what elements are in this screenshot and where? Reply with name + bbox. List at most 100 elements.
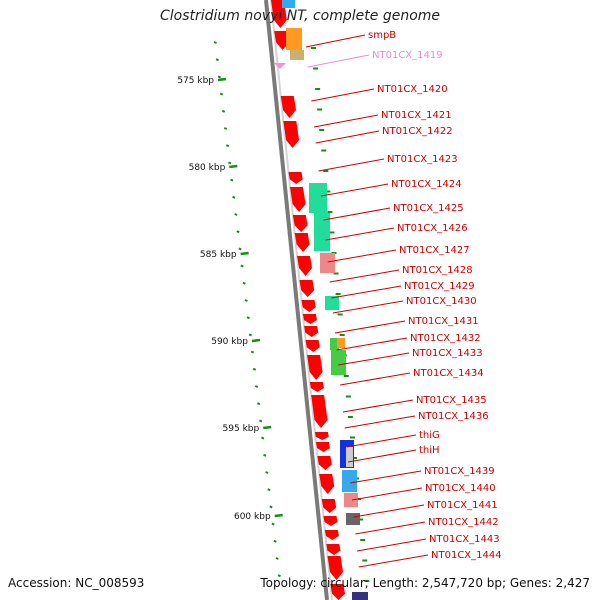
gene-label: NT01CX_1429 (404, 281, 475, 292)
scale-tick (242, 281, 246, 285)
scale-tick (234, 213, 238, 216)
gene-label: smpB (368, 30, 396, 41)
label-leader-line (344, 415, 416, 429)
scale-label: 575 kbp (177, 76, 214, 86)
cds-arrow (294, 233, 310, 252)
cds-arrow (290, 187, 306, 212)
scale-tick (273, 539, 277, 543)
scale-major-tick (229, 164, 238, 169)
cog-box (331, 350, 346, 375)
cds-arrow (297, 256, 313, 276)
label-leader-line (355, 521, 426, 535)
scale-label: 595 kbp (223, 424, 260, 434)
cog-box (282, 0, 295, 8)
label-leader-line (329, 269, 400, 283)
cds-arrow (321, 499, 337, 513)
label-leader-line (313, 114, 379, 128)
accession-text: Accession: NC_008593 (8, 576, 145, 590)
label-leader-line (346, 434, 417, 448)
cds-arrow (327, 556, 343, 580)
gene-label: NT01CX_1440 (425, 483, 496, 494)
scale-tick (256, 402, 261, 406)
scale-tick (254, 385, 259, 388)
label-leader-line (347, 449, 417, 463)
cds-arrow (288, 172, 303, 184)
map-title: Clostridium novyi NT, complete genome (159, 8, 441, 24)
gene-label: NT01CX_1431 (408, 316, 479, 327)
label-leader-line (320, 183, 389, 197)
label-leader-line (353, 504, 425, 518)
scale-tick (277, 574, 281, 578)
scale-major-tick (217, 77, 227, 82)
cds-arrow (324, 530, 339, 540)
cds-arrow (315, 442, 330, 452)
scale-tick (230, 178, 234, 182)
label-leader-line (350, 470, 422, 484)
scale-tick (244, 299, 248, 302)
label-leader-line (340, 372, 411, 386)
genome-summary-text: Topology: circular; Length: 2,547,720 bp… (260, 576, 590, 590)
label-leader-line (307, 54, 370, 68)
gene-label: NT01CX_1419 (372, 50, 443, 61)
gene-label: NT01CX_1424 (391, 179, 462, 190)
gene-label: NT01CX_1428 (402, 265, 473, 276)
label-leader-line (325, 227, 395, 241)
gene-label: thiG (419, 430, 440, 441)
cds-arrow (305, 340, 320, 352)
cds-arrow (319, 474, 335, 494)
cog-box (337, 338, 345, 348)
cds-arrow (299, 280, 315, 297)
label-leader-line (351, 487, 423, 501)
cog-box (342, 470, 357, 492)
cog-box (320, 253, 335, 273)
cog-box (346, 447, 353, 467)
scale-label: 600 kbp (234, 512, 271, 522)
cds-arrow (304, 326, 319, 337)
cog-box (352, 592, 368, 600)
gene-label: NT01CX_1433 (412, 348, 483, 359)
scale-tick (250, 350, 255, 354)
cds-arrow (301, 300, 316, 312)
cds-arrow (311, 395, 328, 428)
label-leader-line (318, 158, 385, 172)
scale-tick (252, 367, 257, 371)
scale-label: 580 kbp (189, 163, 226, 173)
cog-box (309, 183, 327, 213)
cds-arrow (309, 382, 324, 392)
scale-label: 590 kbp (211, 337, 248, 347)
cds-arrow (302, 314, 317, 324)
label-leader-line (311, 88, 375, 102)
scale-tick (271, 522, 275, 526)
scale-tick (261, 436, 265, 440)
scale-tick (215, 58, 219, 62)
gene-label: NT01CX_1425 (393, 203, 464, 214)
label-leader-line (338, 352, 410, 366)
gene-label: NT01CX_1443 (429, 534, 500, 545)
cds-arrow (323, 516, 338, 526)
cds-arrow (314, 432, 329, 440)
scale-tick (223, 127, 228, 130)
scale-tick (263, 453, 267, 457)
cog-box (314, 213, 330, 251)
gene-label: NT01CX_1444 (431, 550, 502, 561)
scale-tick (238, 247, 242, 251)
scale-tick (265, 471, 269, 474)
label-leader-line (357, 538, 427, 552)
scale-major-tick (274, 513, 283, 518)
cog-box (344, 493, 358, 507)
scale-tick (259, 419, 263, 423)
gene-label: NT01CX_1442 (428, 517, 499, 528)
gene-label: NT01CX_1422 (382, 126, 453, 137)
label-leader-line (331, 285, 402, 299)
cog-box (325, 296, 339, 310)
gene-label: NT01CX_1435 (416, 395, 487, 406)
label-leader-line (323, 207, 391, 221)
scale-tick (248, 333, 252, 337)
gene-label: NT01CX_1426 (397, 223, 468, 234)
cds-arrow (330, 584, 345, 600)
cds-arrow (292, 215, 308, 232)
gene-label: NT01CX_1430 (406, 296, 477, 307)
scale-tick (213, 41, 217, 44)
label-leader-line (334, 320, 406, 334)
